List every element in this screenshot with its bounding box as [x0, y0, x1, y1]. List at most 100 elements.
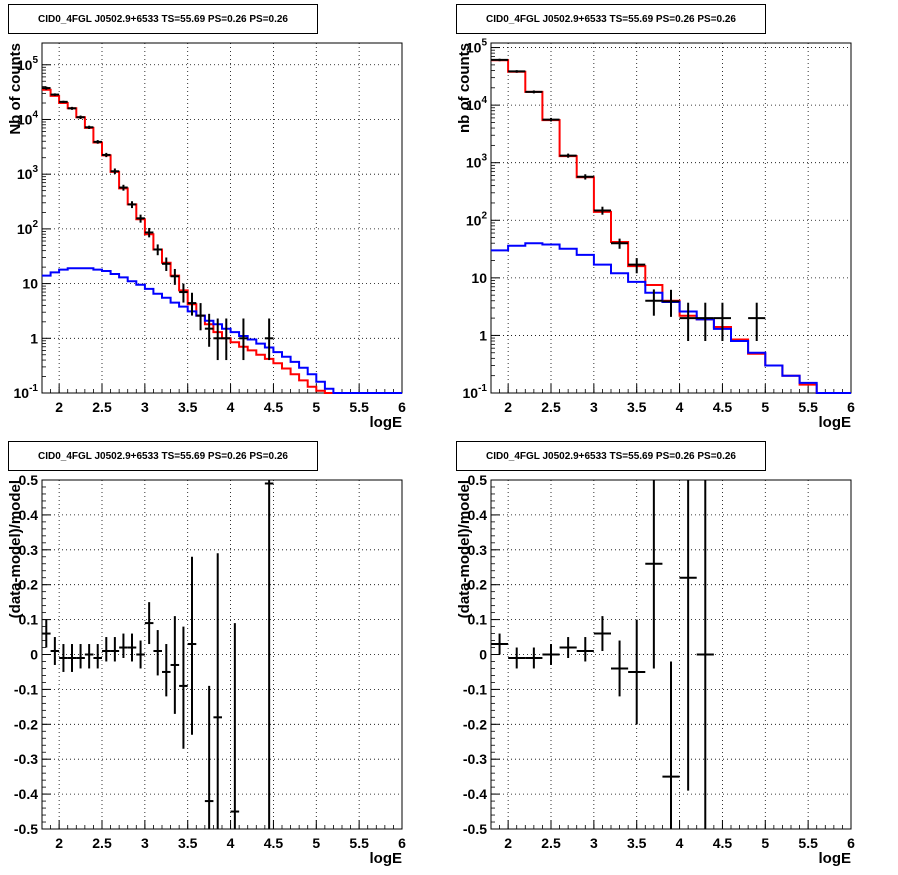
data-point	[136, 640, 145, 669]
panel-top-right: 2 2.5 3 3.5 4 4.5 5 5.5 610-1110102103104105logE…	[456, 38, 855, 431]
data-point	[576, 637, 594, 662]
x-tick-label: 3.5	[627, 835, 647, 851]
data-point	[50, 637, 60, 665]
y-tick-label: -0.4	[463, 786, 487, 802]
data-point	[102, 637, 111, 662]
y-tick-label: 0.4	[468, 507, 488, 523]
x-tick-label: 6	[847, 399, 855, 415]
data-point	[696, 302, 714, 342]
y-tick-label: -0.4	[14, 786, 38, 802]
data-point	[76, 115, 85, 120]
y-tick-label: 0.3	[19, 542, 39, 558]
x-tick-label: 2.5	[541, 399, 561, 415]
x-tick-label: 2.5	[92, 399, 112, 415]
panel-title-top-right: CID0_4FGL J0502.9+6533 TS=55.69 PS=0.26 …	[456, 4, 766, 34]
x-tick-label: 3	[590, 399, 598, 415]
data-point	[559, 637, 577, 658]
data-point	[102, 152, 111, 158]
data-point	[162, 257, 171, 271]
y-tick-base: 10	[463, 385, 479, 401]
x-axis-label: logE	[819, 414, 852, 431]
y-tick-label: -0.3	[14, 751, 38, 767]
y-tick-base: 10	[17, 221, 33, 237]
data-point	[127, 633, 137, 662]
panel-title-bottom-right: CID0_4FGL J0502.9+6533 TS=55.69 PS=0.26 …	[456, 441, 766, 471]
x-tick-label: 4	[676, 835, 684, 851]
data-point	[662, 661, 680, 829]
data-point	[645, 480, 663, 669]
data-point	[110, 637, 120, 662]
data-point	[50, 93, 60, 96]
y-tick-label: 105	[17, 55, 39, 73]
y-tick-exponent: 5	[481, 38, 487, 49]
y-tick-label: 102	[466, 210, 488, 228]
data-point	[628, 619, 646, 725]
y-tick-base: 10	[14, 385, 30, 401]
y-tick-label: 10-1	[463, 383, 488, 401]
y-axis-label: (data-model)/model	[7, 480, 24, 618]
data-point	[222, 318, 231, 361]
y-tick-label: 0.5	[19, 472, 39, 488]
y-tick-exponent: 3	[481, 153, 487, 164]
y-tick-label: 10-1	[14, 383, 39, 401]
panel-top-left: 2 2.5 3 3.5 4 4.5 5 5.5 610-1110102103104105logE…	[7, 42, 406, 431]
y-axis-label: nb of counts	[456, 43, 473, 133]
y-tick-label: 104	[17, 109, 39, 127]
data-point	[230, 623, 240, 829]
y-tick-exponent: 5	[32, 55, 38, 66]
panel-title-bottom-left: CID0_4FGL J0502.9+6533 TS=55.69 PS=0.26 …	[8, 441, 318, 471]
y-tick-label: 10	[22, 276, 38, 292]
y-tick-label: -0.3	[463, 751, 487, 767]
x-tick-label: 4.5	[713, 399, 733, 415]
plot-frame	[490, 42, 852, 394]
y-tick-label: -0.2	[14, 716, 38, 732]
data-point	[542, 644, 560, 665]
data-point	[204, 313, 214, 347]
y-tick-label: 10	[471, 270, 487, 286]
x-tick-label: 3.5	[627, 399, 647, 415]
data-point	[264, 318, 274, 361]
y-tick-exponent: -1	[478, 383, 487, 394]
data-point	[662, 289, 680, 317]
y-axis-label: Nb of counts	[7, 43, 24, 135]
data-point	[84, 644, 94, 669]
x-tick-label: 6	[398, 835, 406, 851]
y-tick-base: 10	[466, 40, 482, 56]
y-tick-exponent: 2	[32, 219, 38, 230]
y-tick-label: 103	[17, 164, 39, 182]
panel-bottom-left: 2 2.5 3 3.5 4 4.5 5 5.5 6 -0.5 -0.4 -0.3 -0.2 -0.1 0 0.…	[7, 472, 406, 867]
data-point	[144, 227, 154, 238]
y-tick-label: 104	[466, 95, 488, 113]
y-tick-base: 10	[466, 212, 482, 228]
x-tick-label: 5.5	[349, 835, 369, 851]
y-tick-label: 0.5	[468, 472, 488, 488]
x-axis-label: logE	[370, 414, 403, 431]
data-point	[628, 258, 646, 274]
data-point	[576, 174, 594, 180]
y-tick-label: -0.2	[463, 716, 487, 732]
x-tick-label: 3.5	[178, 399, 198, 415]
x-tick-label: 3	[590, 835, 598, 851]
y-tick-label: -0.5	[14, 821, 38, 837]
x-tick-label: 5.5	[798, 835, 818, 851]
data-point	[696, 480, 714, 829]
data-point	[170, 616, 180, 714]
y-tick-label: 1	[30, 330, 38, 346]
y-tick-label: 0.4	[19, 507, 39, 523]
data-point	[153, 244, 162, 256]
data-point	[593, 206, 611, 215]
data-point	[196, 303, 205, 331]
x-tick-label: 3	[141, 835, 149, 851]
data-point	[144, 602, 154, 645]
x-tick-label: 5	[312, 835, 320, 851]
x-tick-label: 2	[504, 399, 512, 415]
y-tick-base: 10	[466, 97, 482, 113]
data-point	[67, 106, 77, 110]
data-point	[213, 553, 222, 829]
y-tick-exponent: 4	[32, 109, 38, 120]
y-tick-label: 1	[479, 327, 487, 343]
y-tick-base: 10	[466, 155, 482, 171]
data-point	[508, 70, 526, 73]
x-tick-label: 2	[55, 835, 63, 851]
